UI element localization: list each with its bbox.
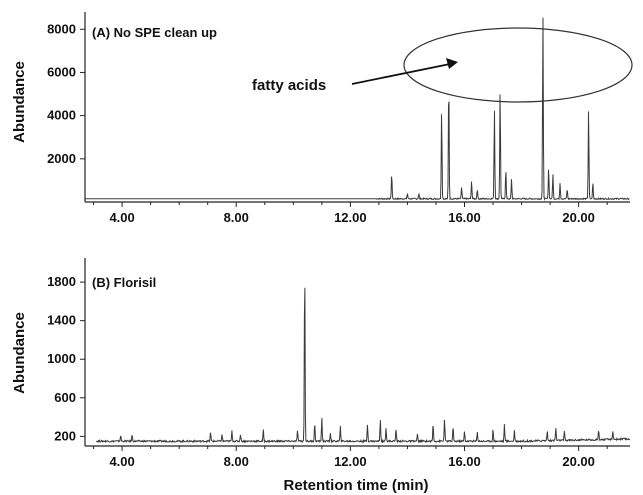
- panel-a-xtick-label: 20.00: [562, 210, 595, 225]
- panel-b-ytick-label: 1000: [47, 351, 76, 366]
- panel-b-xtick-label: 12.00: [334, 454, 367, 469]
- panel-a-trace: [85, 17, 630, 202]
- panel-a-xtick-label: 4.00: [109, 210, 134, 225]
- panel-b-chart: Abundance (B) Florisil 200 600 1000 1400 180…: [11, 258, 631, 494]
- panel-b-trace: [95, 287, 631, 444]
- panel-b-ylabel: Abundance: [11, 312, 28, 394]
- panel-b-title: (B) Florisil: [92, 275, 156, 290]
- panel-a-ytick-label: 4000: [47, 108, 76, 123]
- panel-b-ytick-label: 1400: [47, 313, 76, 328]
- panel-b-xlabel: Retention time (min): [284, 477, 429, 494]
- panel-a-y-axis: 2000 4000 6000 8000: [47, 21, 85, 166]
- panel-b-ytick-label: 1800: [47, 274, 76, 289]
- panel-a-ytick-label: 6000: [47, 64, 76, 79]
- panel-a-title: (A) No SPE clean up: [92, 25, 217, 40]
- fatty-acids-ellipse: [403, 27, 633, 103]
- panel-a-xtick-label: 12.00: [334, 210, 367, 225]
- fatty-acids-label: fatty acids: [252, 77, 326, 94]
- panel-a-ylabel: Abundance: [11, 61, 28, 143]
- fatty-acids-arrowhead: [446, 58, 458, 69]
- panel-b-y-axis: 200 600 1000 1400 1800: [47, 274, 85, 443]
- panel-a-ytick-label: 2000: [47, 151, 76, 166]
- panel-a-ytick-label: 8000: [47, 21, 76, 36]
- panel-a-chart: Abundance (A) No SPE clean up 2000 4000 60…: [11, 12, 633, 225]
- panel-b-x-axis: 4.00 8.00 12.00 16.00 20.00: [93, 446, 608, 469]
- panel-b-xtick-label: 16.00: [448, 454, 481, 469]
- panel-a-xtick-label: 16.00: [448, 210, 481, 225]
- panel-b-ytick-label: 600: [54, 390, 76, 405]
- panel-a-x-axis: 4.00 8.00 12.00 16.00 20.00: [93, 202, 608, 225]
- panel-b-xtick-label: 20.00: [562, 454, 595, 469]
- panel-a-xtick-label: 8.00: [224, 210, 249, 225]
- panel-b-xtick-label: 4.00: [109, 454, 134, 469]
- panel-b-ytick-label: 200: [54, 428, 76, 443]
- fatty-acids-arrow: [351, 63, 451, 85]
- panel-b-xtick-label: 8.00: [224, 454, 249, 469]
